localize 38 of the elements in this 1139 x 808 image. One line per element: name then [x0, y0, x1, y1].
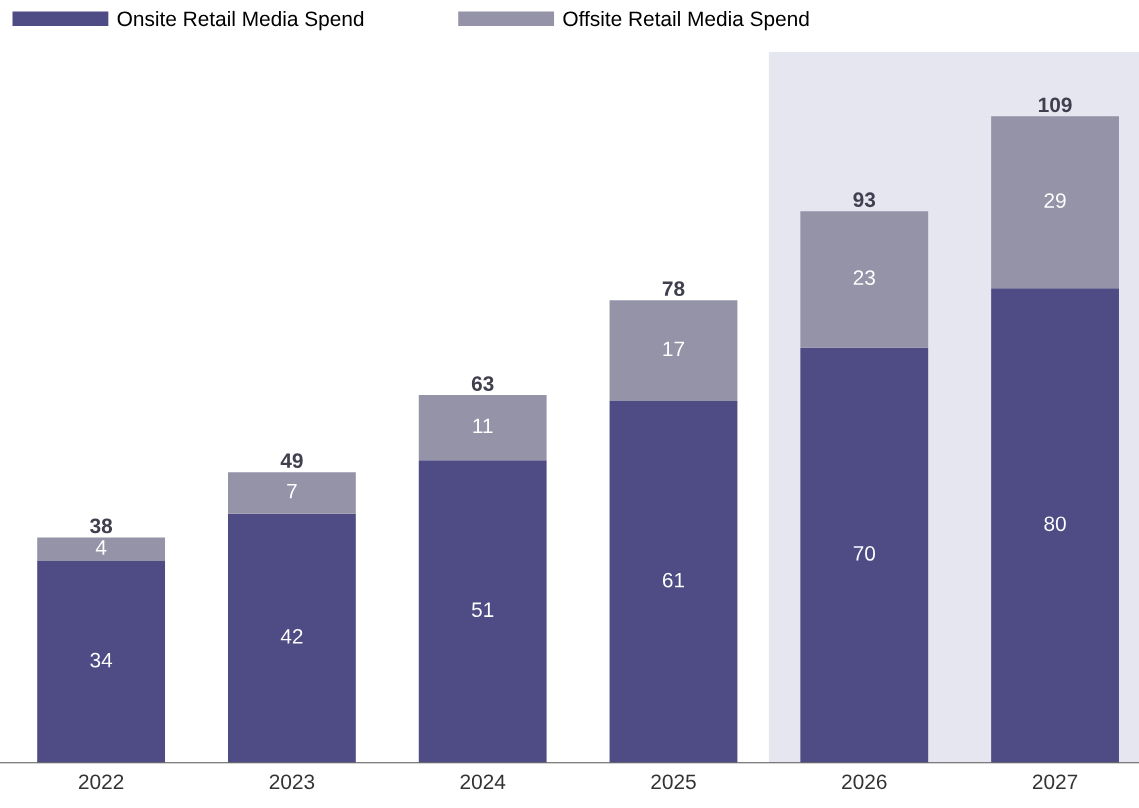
data-label: 17: [663, 341, 685, 356]
x-tick-label: 2027: [1032, 774, 1078, 790]
total-label: 78: [662, 281, 685, 297]
x-tick-label: 2026: [842, 774, 887, 790]
bar: [991, 116, 1119, 289]
data-label: 42: [280, 629, 303, 644]
data-label: 11: [473, 418, 493, 434]
bar: [800, 347, 929, 763]
bar: [991, 288, 1119, 763]
data-label: 51: [471, 602, 494, 618]
bar: [37, 561, 166, 763]
total-label: 63: [471, 376, 494, 391]
total-label: 49: [280, 453, 303, 469]
x-tick-label: 2025: [651, 774, 696, 790]
total-label: 38: [90, 518, 113, 534]
data-label: 34: [90, 652, 113, 668]
total-label: 93: [853, 192, 876, 208]
bar: [418, 395, 547, 461]
bar: [800, 211, 929, 348]
data-label: 7: [287, 483, 297, 499]
bar: [227, 472, 356, 514]
bar: [37, 537, 166, 562]
data-label: 70: [853, 546, 876, 561]
x-tick-label: 2022: [78, 774, 124, 790]
data-label: 80: [1044, 516, 1066, 532]
legend-label: Offsite Retail Media Spend: [563, 10, 809, 31]
bar: [609, 401, 738, 763]
data-label: 4: [95, 540, 107, 555]
x-tick-label: 2023: [269, 774, 315, 790]
data-label: 61: [662, 572, 685, 588]
data-label: 23: [853, 270, 875, 286]
x-tick-label: 2024: [460, 774, 506, 790]
data-label: 29: [1044, 193, 1066, 208]
bar: [609, 300, 738, 402]
total-label: 109: [1038, 97, 1072, 113]
bar: [227, 513, 356, 763]
bar: [418, 460, 547, 763]
legend-label: Onsite Retail Media Spend: [117, 10, 364, 31]
